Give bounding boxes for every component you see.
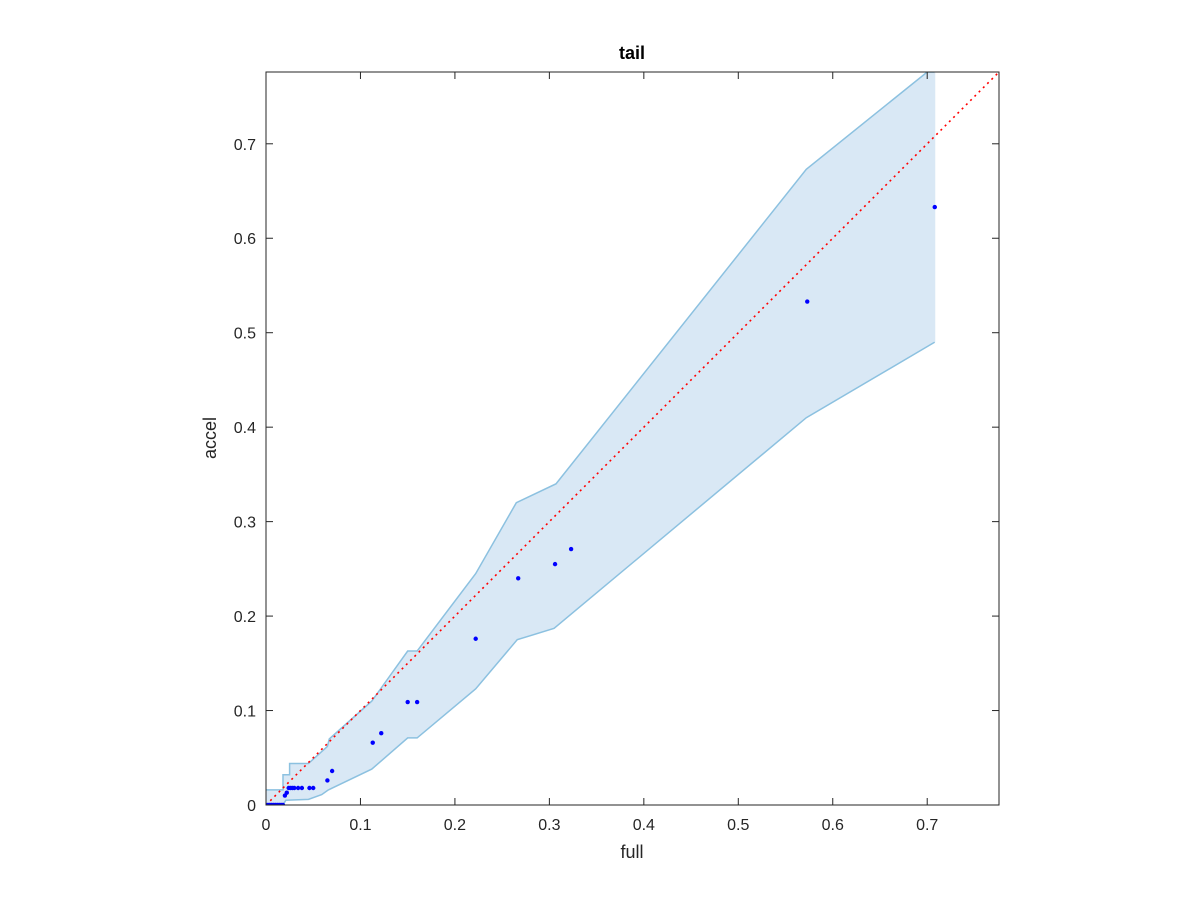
x-tick-label: 0.1 [349,817,371,834]
chart-title: tail [619,43,645,63]
y-tick-label: 0.3 [234,515,256,532]
data-point [307,785,312,791]
y-tick-label: 0.2 [234,609,256,626]
y-axis-label: accel [200,417,220,459]
data-point [370,740,375,745]
y-tick-label: 0.7 [234,137,256,154]
x-tick-label: 0.5 [727,817,749,834]
data-point [311,785,316,791]
x-tick-label: 0.2 [444,817,466,834]
data-point [292,785,297,791]
data-point [552,561,558,567]
data-point [405,699,410,705]
x-tick-label: 0.7 [916,817,938,834]
data-point [568,546,574,552]
y-tick-label: 0.5 [234,326,256,343]
band-upper-edge [266,72,935,791]
x-tick-label: 0 [262,817,271,834]
y-tick-label: 0.6 [234,231,256,248]
data-point [414,699,420,705]
data-point [473,636,478,641]
data-point [379,731,384,736]
data-point [284,790,289,795]
axes-box [265,71,1000,806]
data-point [932,204,937,210]
data-point [325,778,330,783]
y-tick-label: 0.1 [234,704,256,721]
data-point [295,785,301,791]
x-axis-label: full [620,842,643,862]
axes: 0 0.1 0.2 0.3 0.4 0.5 0.6 0.7 0 0.1 0.2 0.3 0.4 0.5 0.… [234,71,1000,834]
x-tick-label: 0.4 [633,817,655,834]
y-tick-label: 0.4 [234,420,256,437]
data-point [329,768,335,774]
band-lower-edge [266,341,936,805]
plot-area [266,72,999,805]
x-tick-label: 0.3 [538,817,560,834]
data-point [805,299,810,304]
plot-content [266,72,999,805]
y-tick-label: 0 [247,798,256,815]
data-point [299,785,305,791]
confidence-band [266,72,935,805]
data-point [516,576,521,581]
data-point [280,802,286,805]
x-tick-label: 0.6 [822,817,844,834]
